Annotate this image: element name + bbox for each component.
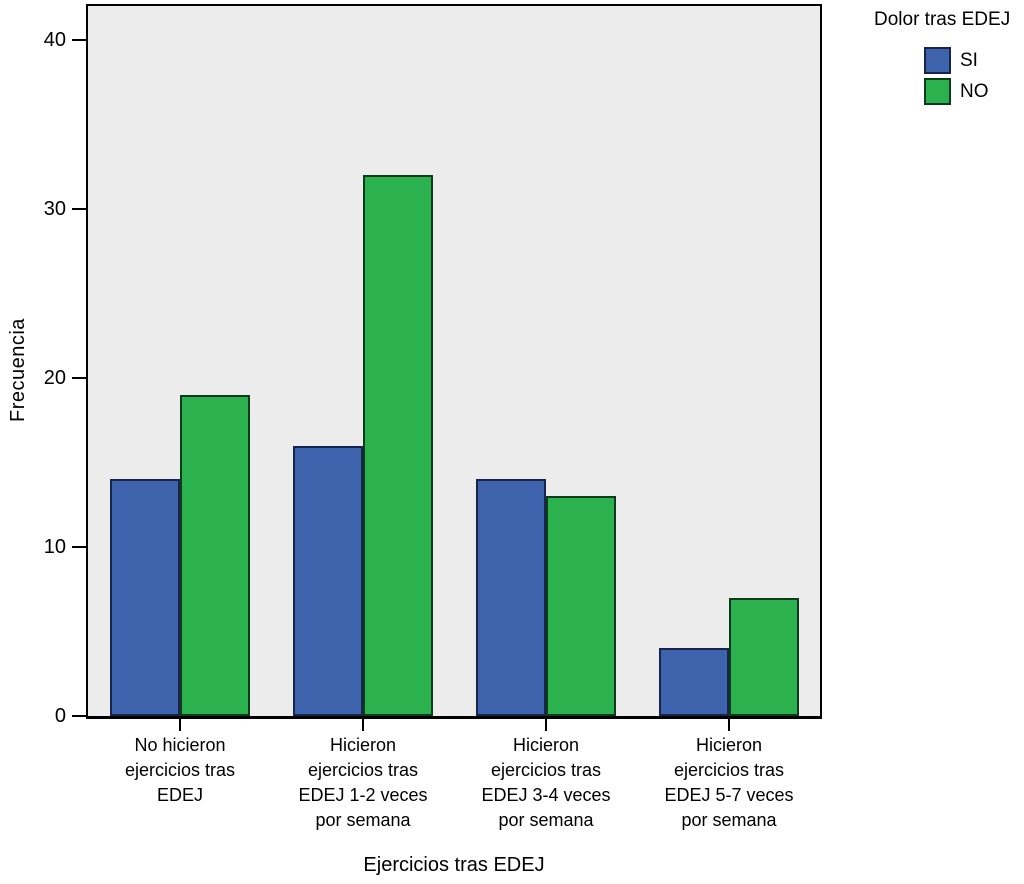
x-tick-3	[545, 719, 547, 731]
category-label-4: Hicieron ejercicios tras EDEJ 5-7 veces …	[664, 735, 794, 830]
legend-label-si: SI	[960, 50, 978, 71]
y-tick-10	[72, 546, 86, 548]
category-label-1: No hicieron ejercicios tras EDEJ	[124, 735, 236, 805]
y-tick-label-30: 30	[43, 198, 66, 220]
bar-si-category-2	[293, 446, 363, 716]
bar-si-category-1	[110, 479, 180, 716]
x-axis-title: Ejercicios tras EDEJ	[363, 854, 545, 876]
bars-layer	[88, 6, 820, 716]
bar-si-category-4	[659, 648, 729, 716]
plot-area	[86, 4, 822, 719]
x-tick-2	[362, 719, 364, 731]
bar-no-category-2	[363, 175, 433, 716]
legend-label-no: NO	[960, 81, 989, 102]
legend-swatch-no	[924, 78, 951, 105]
y-tick-30	[72, 208, 86, 210]
legend-title: Dolor tras EDEJ	[874, 9, 1011, 30]
legend: Dolor tras EDEJ SI NO	[866, 0, 1024, 130]
y-tick-20	[72, 377, 86, 379]
y-tick-0	[72, 715, 86, 717]
bar-no-category-1	[180, 395, 250, 716]
legend-swatch-si	[924, 47, 951, 74]
bar-si-category-3	[476, 479, 546, 716]
bar-no-category-3	[546, 496, 616, 716]
y-tick-40	[72, 39, 86, 41]
y-tick-label-20: 20	[43, 367, 66, 389]
bar-no-category-4	[729, 598, 799, 716]
y-tick-label-40: 40	[43, 29, 66, 51]
y-tick-label-10: 10	[43, 536, 66, 558]
x-tick-1	[179, 719, 181, 731]
y-tick-label-0: 0	[54, 705, 66, 727]
x-tick-4	[728, 719, 730, 731]
category-label-2: Hicieron ejercicios tras EDEJ 1-2 veces …	[298, 735, 428, 830]
category-label-3: Hicieron ejercicios tras EDEJ 3-4 veces …	[481, 735, 611, 830]
